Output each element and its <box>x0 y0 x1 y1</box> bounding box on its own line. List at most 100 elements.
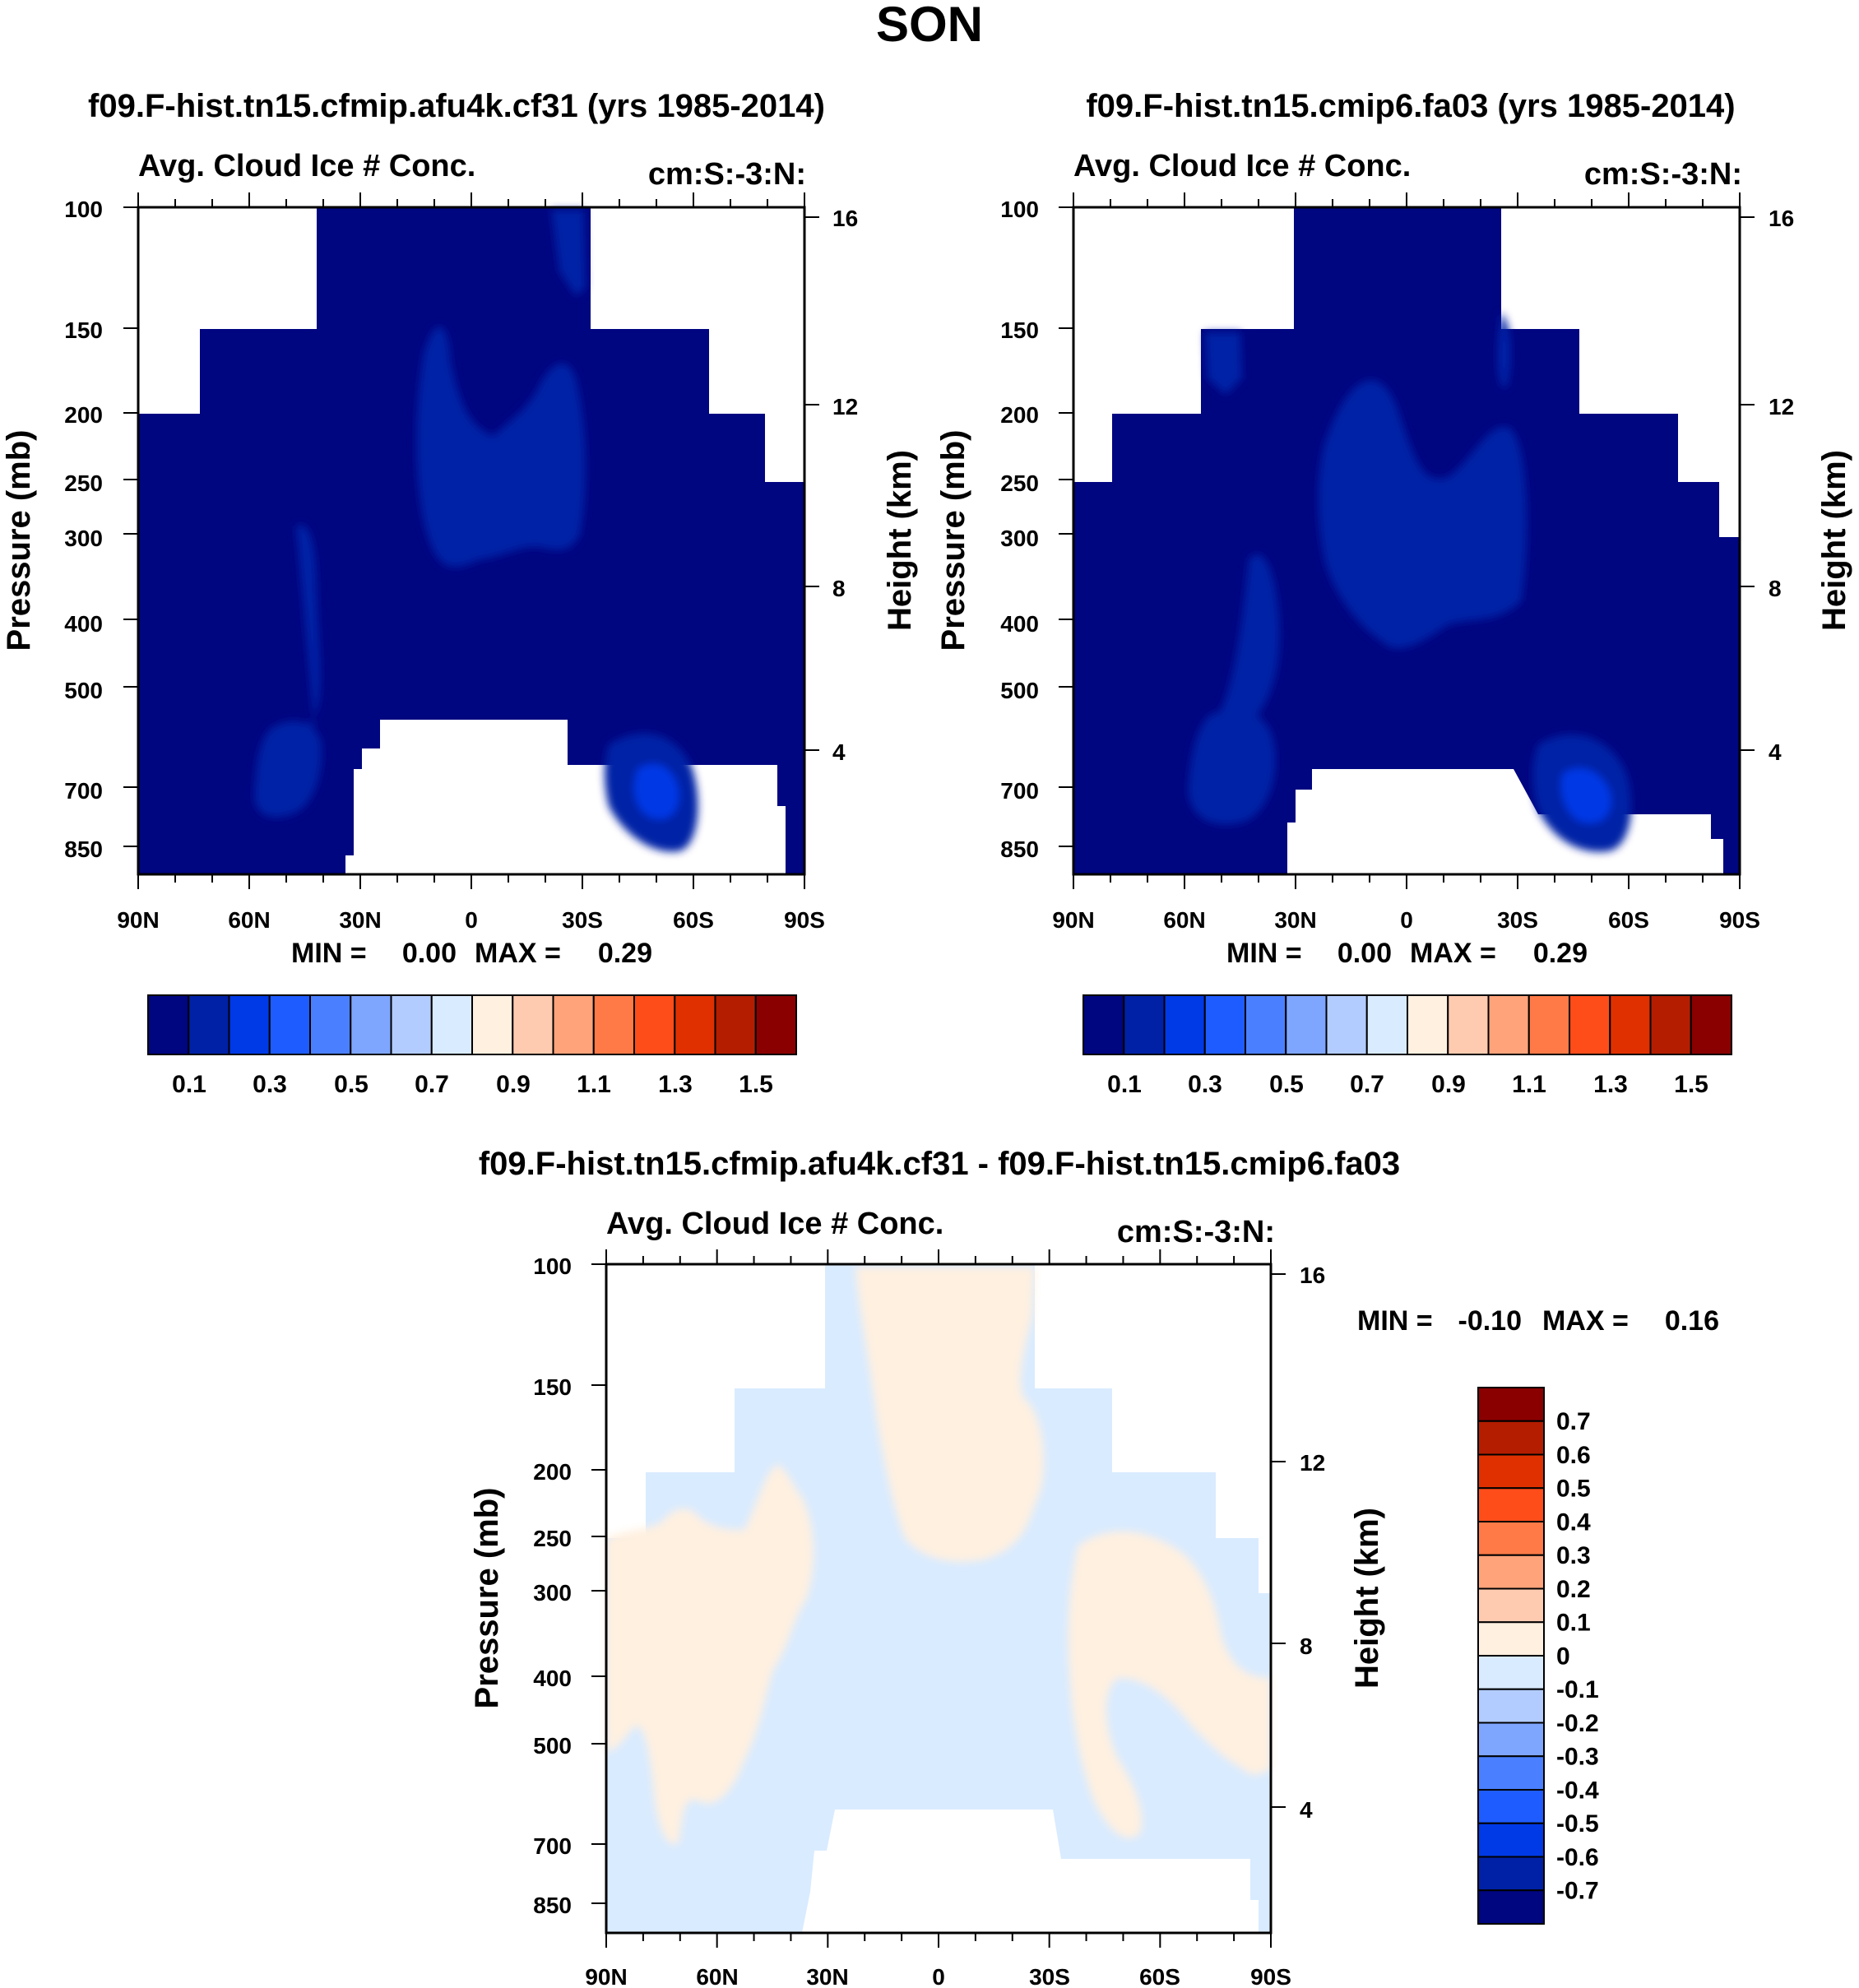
colorbar-box <box>1477 1487 1545 1522</box>
colorbar-box <box>430 994 473 1055</box>
colorbar-box <box>147 994 190 1055</box>
x-tick-label: 30N <box>339 907 381 933</box>
height-tick-label: 16 <box>832 206 858 231</box>
contour-level-1 <box>1205 332 1242 395</box>
colorbar-label: -0.2 <box>1556 1710 1599 1737</box>
x-tick-label: 60S <box>1139 1964 1180 1988</box>
colorbar-label: 1.3 <box>1593 1071 1628 1098</box>
y-tick-label: 200 <box>64 402 103 428</box>
colorbar-box <box>1245 994 1287 1055</box>
colorbar <box>1082 994 1732 1055</box>
colorbar-box <box>1477 1856 1545 1892</box>
colorbar <box>1477 1387 1545 1925</box>
colorbar-label: 0.2 <box>1556 1576 1591 1603</box>
colorbar-box <box>1477 1420 1545 1456</box>
colorbar-label: -0.7 <box>1556 1878 1599 1905</box>
field-contours <box>1073 207 1740 874</box>
height-tick-label: 12 <box>1769 394 1794 419</box>
y-tick-label: 300 <box>533 1580 572 1606</box>
y-tick-label: 850 <box>64 836 103 862</box>
colorbar-box <box>1447 994 1490 1055</box>
units-label: cm:S:-3:N: <box>1117 1215 1275 1249</box>
height-tick-label: 16 <box>1769 206 1794 231</box>
y-tick-label: 150 <box>64 317 103 343</box>
min-label: MIN = <box>291 938 367 969</box>
units-label: cm:S:-3:N: <box>648 157 806 192</box>
x-tick-label: 30N <box>806 1964 848 1988</box>
colorbar-box <box>1365 994 1408 1055</box>
max-label: MAX = <box>475 938 561 969</box>
colorbar-box <box>1477 1655 1545 1690</box>
x-tick-label: 60S <box>1608 907 1649 933</box>
contour-level-1 <box>254 721 322 818</box>
panel-title: f09.F-hist.tn15.cfmip.afu4k.cf31 (yrs 19… <box>88 88 825 124</box>
colorbar-label: 0.7 <box>415 1071 449 1098</box>
y-tick-label: 300 <box>64 526 103 551</box>
colorbar-label: 0.1 <box>172 1071 206 1098</box>
colorbar-label: 0.7 <box>1556 1408 1591 1435</box>
colorbar-box <box>309 994 352 1055</box>
colorbar-box <box>1163 994 1206 1055</box>
colorbar-box <box>1325 994 1368 1055</box>
min-label: MIN = <box>1226 938 1302 969</box>
colorbar-label: 0.5 <box>1556 1476 1591 1503</box>
colorbar-label: 1.5 <box>739 1071 773 1098</box>
y-tick-label: 100 <box>533 1254 572 1279</box>
x-tick-label: 90N <box>117 907 159 933</box>
colorbar-label: 0.3 <box>1188 1071 1222 1098</box>
right-axis-label: Height (km) <box>1349 1508 1385 1689</box>
colorbar-box <box>1649 994 1692 1055</box>
max-label: MAX = <box>1410 938 1496 969</box>
x-tick-label: 90N <box>585 1964 627 1988</box>
x-tick-label: 30N <box>1274 907 1316 933</box>
colorbar-box <box>552 994 595 1055</box>
colorbar-box <box>1477 1521 1545 1556</box>
colorbar-label: -0.5 <box>1556 1810 1599 1837</box>
colorbar-label: 0.7 <box>1350 1071 1384 1098</box>
height-tick-label: 4 <box>1769 739 1782 765</box>
colorbar-label: -0.3 <box>1556 1744 1599 1771</box>
colorbar-box <box>1477 1688 1545 1724</box>
height-tick-label: 16 <box>1300 1263 1325 1288</box>
colorbar-box <box>1477 1554 1545 1590</box>
contour-level-2 <box>634 764 679 819</box>
colorbar-box <box>1407 994 1449 1055</box>
min-value: -0.10 <box>1458 1305 1523 1337</box>
y-tick-label: 400 <box>64 611 103 637</box>
colorbar-box <box>1487 994 1530 1055</box>
y-tick-label: 400 <box>1000 611 1039 637</box>
x-tick-label: 30S <box>1029 1964 1070 1988</box>
contour-level-1 <box>1221 554 1280 730</box>
x-tick-label: 0 <box>932 1964 945 1988</box>
colorbar-box <box>1477 1722 1545 1758</box>
y-tick-label: 400 <box>533 1666 572 1691</box>
colorbar-label: 0.3 <box>1556 1542 1591 1569</box>
y-tick-label: 200 <box>1000 402 1039 428</box>
figure-title: SON <box>876 0 983 52</box>
colorbar-box <box>1477 1755 1545 1791</box>
min-value: 0.00 <box>1337 938 1392 969</box>
x-tick-label: 30S <box>562 907 603 933</box>
height-tick-label: 12 <box>1300 1450 1325 1476</box>
panel-top-left: f09.F-hist.tn15.cfmip.afu4k.cf31 (yrs 19… <box>1 88 918 1098</box>
x-tick-label: 60N <box>1163 907 1205 933</box>
field-name-label: Avg. Cloud Ice # Conc. <box>138 149 475 183</box>
y-tick-label: 500 <box>1000 678 1039 703</box>
colorbar-label: 0.5 <box>1269 1071 1304 1098</box>
x-tick-label: 60N <box>228 907 270 933</box>
colorbar-box <box>592 994 635 1055</box>
panel-bottom-difference: f09.F-hist.tn15.cfmip.afu4k.cf31 - f09.F… <box>469 1146 1719 1988</box>
max-value: 0.29 <box>1533 938 1588 969</box>
colorbar-box <box>1477 1789 1545 1824</box>
x-tick-label: 30S <box>1497 907 1538 933</box>
colorbar-box <box>1477 1822 1545 1858</box>
min-label: MIN = <box>1357 1305 1433 1337</box>
contour-level-2 <box>1560 768 1611 823</box>
contour-level-pos <box>1068 1531 1271 1838</box>
panel-top-right: f09.F-hist.tn15.cmip6.fa03 (yrs 1985-201… <box>935 88 1852 1098</box>
colorbar-box <box>674 994 716 1055</box>
colorbar <box>147 994 797 1055</box>
contour-level-1 <box>416 327 586 568</box>
field-name-label: Avg. Cloud Ice # Conc. <box>1073 149 1411 183</box>
